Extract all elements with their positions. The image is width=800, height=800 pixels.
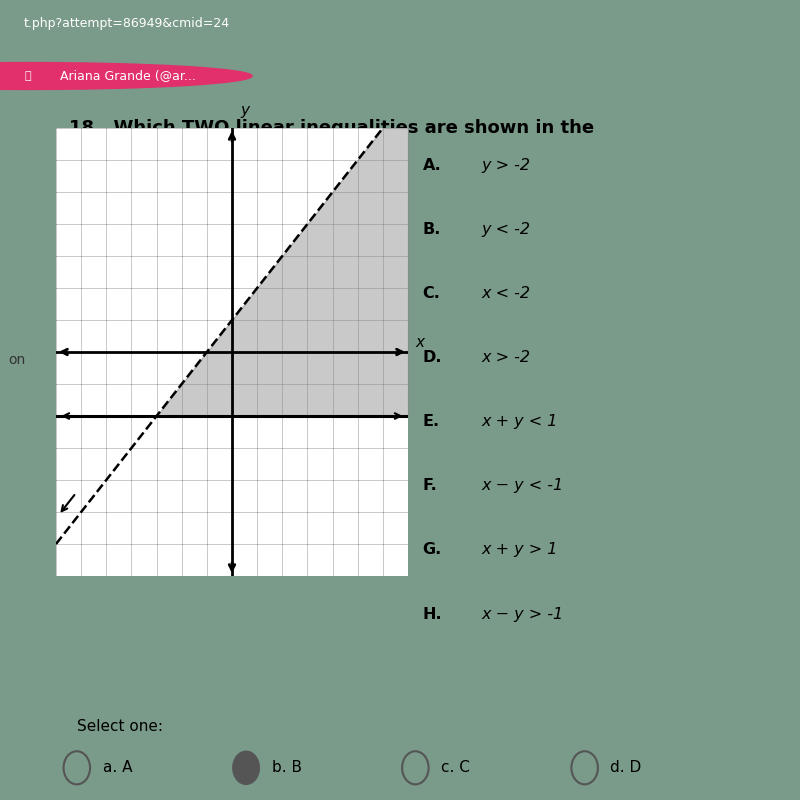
Text: b. B: b. B — [272, 760, 302, 775]
Text: A.: A. — [422, 158, 442, 173]
Text: F.: F. — [422, 478, 438, 494]
Circle shape — [233, 751, 259, 784]
Text: C.: C. — [422, 286, 441, 302]
Text: y: y — [240, 103, 249, 118]
Text: Ariana Grande (@ar...: Ariana Grande (@ar... — [60, 70, 196, 82]
Text: 18.  Which TWO linear inequalities are shown in the: 18. Which TWO linear inequalities are sh… — [70, 119, 594, 138]
Text: x + y > 1: x + y > 1 — [482, 542, 558, 558]
Text: Select one:: Select one: — [77, 719, 163, 734]
Text: E.: E. — [422, 414, 440, 430]
Text: graph below?: graph below? — [70, 144, 243, 162]
Text: c. C: c. C — [441, 760, 470, 775]
Text: t.php?attempt=86949&cmid=24: t.php?attempt=86949&cmid=24 — [24, 17, 230, 30]
Text: x − y > -1: x − y > -1 — [482, 606, 564, 622]
Text: a. A: a. A — [102, 760, 132, 775]
Text: Ⓢ: Ⓢ — [25, 71, 31, 81]
Text: x > -2: x > -2 — [482, 350, 530, 366]
Text: x: x — [415, 335, 425, 350]
Text: y > -2: y > -2 — [482, 158, 530, 173]
Circle shape — [0, 62, 252, 90]
Text: x − y < -1: x − y < -1 — [482, 478, 564, 494]
Text: x + y < 1: x + y < 1 — [482, 414, 558, 430]
Text: G.: G. — [422, 542, 442, 558]
Text: y < -2: y < -2 — [482, 222, 530, 237]
Text: d. D: d. D — [610, 760, 642, 775]
Text: D.: D. — [422, 350, 442, 366]
Text: on: on — [8, 353, 26, 367]
Text: B.: B. — [422, 222, 441, 237]
Text: H.: H. — [422, 606, 442, 622]
Text: x < -2: x < -2 — [482, 286, 530, 302]
